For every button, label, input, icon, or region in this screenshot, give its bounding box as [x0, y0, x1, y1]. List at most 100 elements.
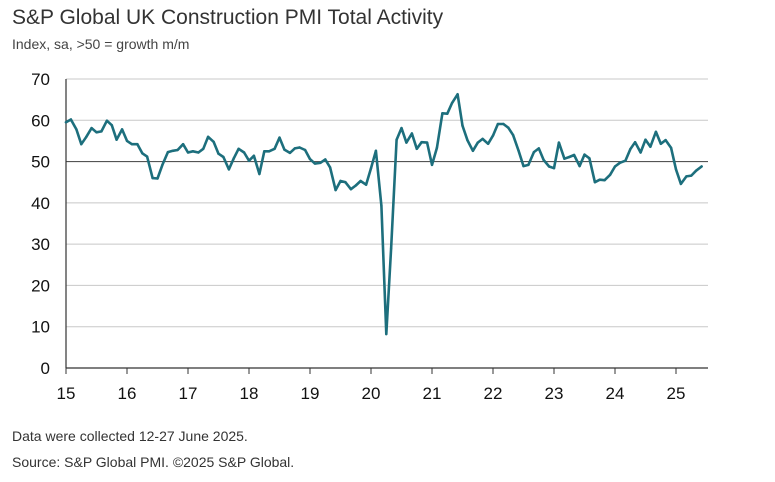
data-point [552, 167, 556, 170]
data-point [425, 141, 429, 144]
x-tick-label: 23 [545, 384, 564, 403]
data-point [563, 157, 566, 160]
data-point [202, 147, 205, 150]
data-point [344, 181, 347, 184]
y-tick-label: 70 [31, 70, 50, 89]
y-tick-label: 30 [31, 235, 50, 254]
source-note: Source: S&P Global PMI. ©2025 S&P Global… [12, 454, 295, 470]
data-point [222, 155, 225, 159]
data-point [618, 161, 622, 164]
data-point [191, 150, 195, 153]
data-point [69, 118, 73, 121]
data-point [572, 153, 576, 157]
data-point [197, 151, 200, 154]
data-point [405, 141, 408, 144]
data-point [110, 124, 114, 127]
data-point [115, 138, 118, 141]
data-point [232, 157, 235, 160]
data-point [639, 151, 642, 154]
data-point [156, 177, 159, 180]
data-point [166, 150, 170, 154]
data-point [349, 188, 353, 191]
data-point [389, 247, 393, 250]
data-point [532, 150, 536, 154]
data-point [491, 134, 495, 137]
data-point [694, 169, 698, 172]
data-point [476, 141, 479, 144]
y-tick-label: 40 [31, 194, 50, 213]
data-point [181, 143, 185, 146]
x-tick-label: 21 [423, 384, 442, 403]
x-tick-label: 17 [179, 384, 198, 403]
data-point [466, 138, 469, 142]
x-tick-label: 18 [240, 384, 259, 403]
data-point [145, 155, 149, 158]
data-point [313, 162, 317, 165]
data-point [502, 122, 505, 126]
data-point [400, 126, 403, 130]
data-point [186, 151, 190, 154]
data-point [293, 147, 296, 150]
data-point [679, 182, 683, 186]
y-tick-label: 10 [31, 318, 50, 337]
x-tick-label: 25 [667, 384, 686, 403]
data-point [227, 168, 231, 171]
data-point [100, 130, 103, 133]
x-axis: 15 16 17 18 19 20 21 22 23 24 25 [57, 367, 708, 403]
data-point [359, 179, 362, 183]
data-point [654, 130, 658, 133]
data-point [242, 151, 246, 154]
data-point [369, 167, 373, 170]
data-point [324, 158, 327, 161]
data-point [334, 188, 337, 192]
data-point [64, 121, 68, 124]
data-point [557, 141, 561, 144]
data-point [267, 150, 271, 153]
data-point [90, 126, 93, 130]
y-tick-label: 50 [31, 153, 50, 172]
data-point [171, 149, 174, 152]
data-point [446, 112, 449, 115]
data-point [608, 173, 612, 176]
data-point [339, 179, 342, 183]
x-tick-label: 16 [118, 384, 137, 403]
data-point [212, 140, 215, 143]
series-line-0 [64, 93, 703, 336]
data-point [496, 122, 500, 126]
data-point [471, 149, 475, 152]
data-point [288, 151, 292, 155]
data-point [278, 136, 281, 139]
y-tick-label: 20 [31, 276, 50, 295]
data-point [136, 143, 139, 146]
data-point [674, 168, 678, 171]
data-point [176, 148, 179, 152]
data-point [507, 126, 510, 129]
data-point [258, 172, 261, 176]
data-point [95, 131, 98, 134]
data-point [161, 163, 164, 167]
data-point [547, 165, 551, 168]
data-point [578, 164, 581, 168]
data-point [537, 147, 540, 150]
data-point [217, 152, 220, 155]
data-point [511, 133, 515, 137]
data-point [649, 145, 652, 148]
data-point [644, 138, 647, 141]
data-point [624, 159, 627, 162]
data-point [542, 158, 545, 162]
data-point [298, 146, 301, 149]
y-tick-label: 0 [41, 359, 50, 378]
data-point [319, 161, 322, 164]
data-point [75, 128, 78, 131]
data-point [130, 143, 134, 146]
data-point [385, 332, 388, 336]
data-point [247, 159, 251, 162]
data-point [328, 166, 332, 169]
data-point [308, 157, 312, 161]
data-point [481, 137, 484, 141]
x-tick-label: 24 [606, 384, 625, 403]
data-point [374, 149, 378, 152]
x-tick-label: 15 [57, 384, 76, 403]
data-point [151, 176, 154, 180]
